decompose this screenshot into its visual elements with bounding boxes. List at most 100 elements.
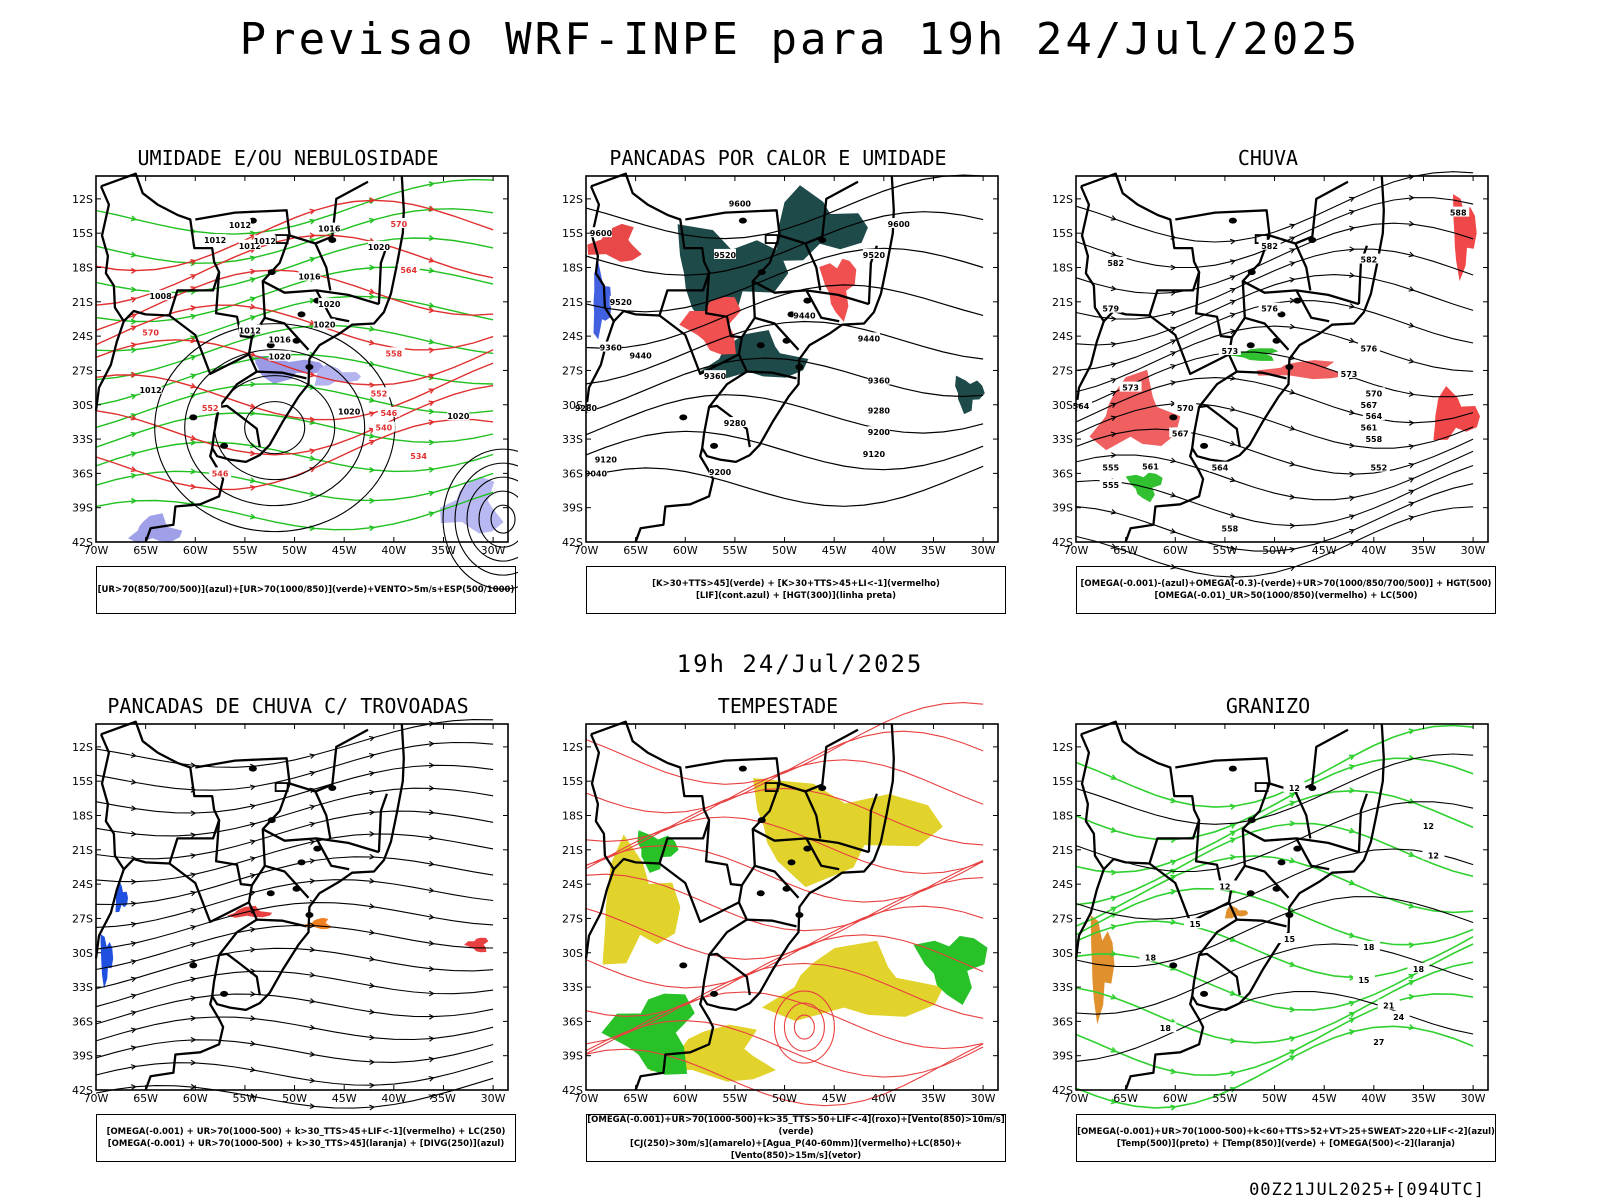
contour-label-bg: [887, 218, 910, 229]
city-marker: [1247, 269, 1256, 276]
jet-stream-area: [753, 778, 943, 888]
country-border: [314, 791, 332, 839]
flow-arrow: [1229, 837, 1237, 844]
flow-arrow: [309, 1077, 316, 1084]
contour-label: 546: [212, 469, 229, 478]
flow-arrow: [1170, 264, 1177, 271]
lat-label: 30S: [1052, 947, 1073, 960]
flow-arrow: [1111, 452, 1117, 458]
jet-stream-area: [602, 834, 681, 965]
coastline: [634, 175, 895, 543]
city-marker: [679, 414, 688, 421]
flow-arrow: [190, 259, 197, 265]
flow-arrow: [250, 268, 257, 275]
city-marker: [248, 765, 257, 772]
flow-arrow: [369, 1104, 376, 1111]
lat-label: 30S: [72, 399, 93, 412]
contour-label-bg: [1377, 999, 1400, 1010]
city-marker: [1228, 217, 1237, 224]
country-border: [261, 235, 380, 306]
flow-arrow: [1170, 859, 1177, 866]
map-frame: [95, 175, 509, 543]
lat-label: 42S: [562, 536, 583, 549]
flow-arrow: [428, 940, 435, 947]
streamline: [95, 199, 494, 272]
city-marker: [818, 237, 827, 244]
lat-label: 15S: [1052, 227, 1073, 240]
flow-arrow: [1229, 476, 1236, 483]
flow-arrow: [428, 809, 435, 816]
contour-label: 15: [1190, 920, 1202, 929]
contour-label-bg: [1357, 398, 1380, 409]
country-border: [1295, 837, 1330, 871]
panel-title: CHUVA: [1237, 146, 1299, 170]
lon-label: 45W: [822, 1092, 847, 1105]
contour-label: 1012: [204, 236, 226, 245]
streamline: [1075, 920, 1474, 979]
flow-arrow: [1110, 509, 1117, 515]
lon-label: 65W: [1113, 1092, 1138, 1105]
flow-arrow: [368, 411, 376, 417]
flow-arrow: [1229, 512, 1236, 519]
country-border: [805, 289, 840, 323]
flow-arrow: [1170, 364, 1177, 370]
streamline: [585, 730, 984, 814]
flow-arrow: [309, 491, 316, 498]
country-border: [685, 728, 859, 793]
streamline: [1075, 351, 1474, 410]
moisture-area: [314, 364, 361, 386]
contour-label: 21: [1383, 1001, 1395, 1010]
coastline: [144, 175, 405, 543]
legend-line: [CJ(250)>30m/s](amarelo)+[Agua_P(40-60mm…: [629, 1139, 963, 1161]
contour-label-bg: [1362, 387, 1385, 398]
rain-area: [1089, 369, 1181, 451]
streamline: [1075, 483, 1474, 552]
flow-arrow: [1289, 460, 1296, 467]
map-frame: [585, 175, 999, 543]
flow-arrow: [190, 853, 197, 859]
isobar: [454, 462, 518, 576]
flow-arrow: [1349, 272, 1356, 278]
flow-arrow: [368, 339, 376, 346]
contour-label: 582: [1361, 255, 1378, 264]
country-border: [1230, 317, 1246, 338]
city-marker: [1200, 442, 1209, 449]
contour-label: 576: [1361, 345, 1378, 354]
contour-label: 552: [371, 389, 388, 398]
flow-arrow: [1289, 494, 1296, 500]
city-marker: [1277, 311, 1286, 318]
contour-label-bg: [589, 227, 612, 238]
contour-label-bg: [149, 290, 172, 301]
city-marker: [782, 337, 791, 344]
country-border: [217, 901, 261, 996]
streamline: [95, 178, 494, 235]
streamline: [1075, 822, 1474, 906]
streamline: [1075, 506, 1474, 578]
streamline: [95, 304, 494, 351]
flow-arrow: [1229, 803, 1237, 810]
flow-arrow: [1170, 457, 1177, 464]
streamline: [585, 877, 984, 960]
flow-arrow: [190, 1036, 197, 1043]
lon-label: 40W: [381, 1092, 406, 1105]
streamline: [1075, 377, 1474, 424]
contour-label-bg: [599, 341, 622, 352]
flow-arrow: [1229, 936, 1237, 943]
contour-label-bg: [407, 450, 430, 461]
lat-label: 42S: [562, 1084, 583, 1097]
streamline: [95, 269, 494, 331]
lon-label: 50W: [772, 544, 797, 557]
city-marker: [1308, 237, 1317, 244]
contour-label: 570: [1365, 389, 1382, 398]
flow-arrow: [249, 1066, 256, 1073]
city-marker: [266, 890, 275, 897]
city-marker: [292, 885, 301, 892]
country-border: [377, 793, 388, 853]
city-marker: [757, 817, 766, 824]
flow-arrow: [190, 354, 197, 361]
flow-arrow: [1289, 820, 1297, 827]
flow-arrow: [309, 448, 316, 455]
flow-arrow: [130, 431, 138, 438]
flow-arrow: [309, 971, 316, 978]
flow-arrow: [1348, 409, 1356, 416]
